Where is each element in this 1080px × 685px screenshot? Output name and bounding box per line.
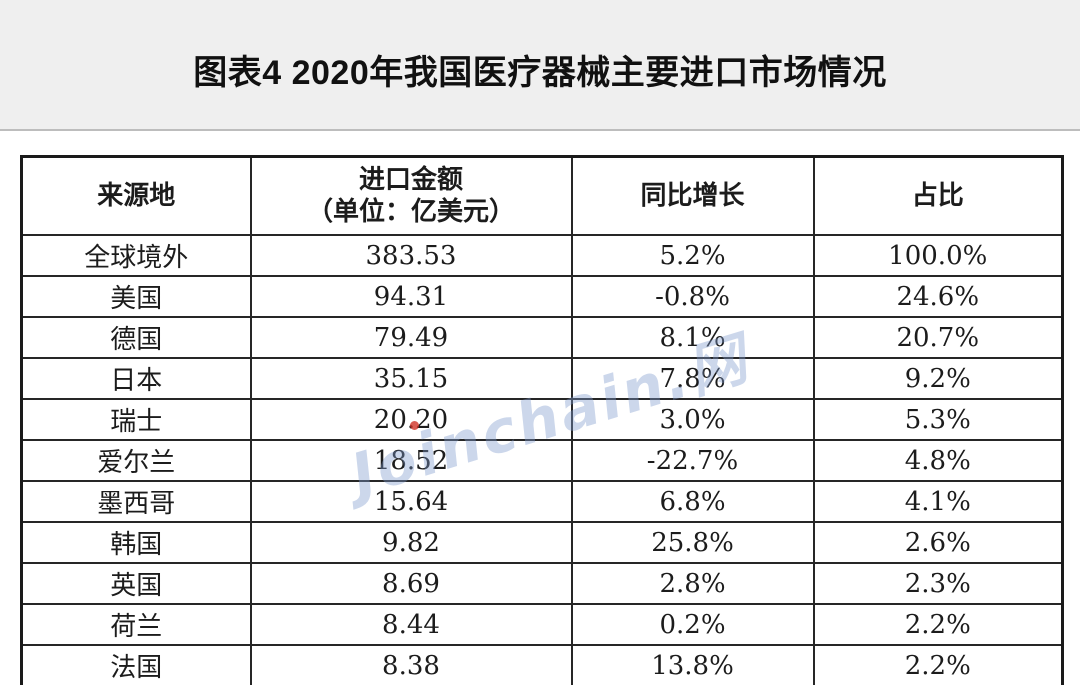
table-cell: 瑞士: [20, 398, 252, 441]
table-cell: -22.7%: [570, 439, 815, 482]
table-row: 日本 35.15 7.8% 9.2%: [20, 357, 1064, 400]
table-cell: 2.2%: [812, 603, 1064, 646]
table-cell: 8.38: [249, 644, 573, 685]
table-cell: 韩国: [20, 521, 252, 564]
table-cell: 3.0%: [570, 398, 815, 441]
table-cell: 法国: [20, 644, 252, 685]
table-row: 韩国 9.82 25.8% 2.6%: [20, 521, 1064, 564]
table-cell: 6.8%: [570, 480, 815, 523]
column-header-amount: 进口金额 （单位：亿美元）: [249, 155, 573, 236]
table-cell: 4.8%: [812, 439, 1064, 482]
table-row: 法国 8.38 13.8% 2.2%: [20, 644, 1064, 685]
table-cell: 7.8%: [570, 357, 815, 400]
table-row: 荷兰 8.44 0.2% 2.2%: [20, 603, 1064, 646]
table-cell: 35.15: [249, 357, 573, 400]
table-cell: 4.1%: [812, 480, 1064, 523]
table-row: 爱尔兰 18.52 -22.7% 4.8%: [20, 439, 1064, 482]
table-cell: -0.8%: [570, 275, 815, 318]
import-market-table-wrap: 来源地 进口金额 （单位：亿美元） 同比增长 占比 全球境外 383.53 5.2%…: [20, 155, 1064, 685]
table-cell: 9.2%: [812, 357, 1064, 400]
table-cell: 8.44: [249, 603, 573, 646]
table-cell: 英国: [20, 562, 252, 605]
table-row: 全球境外 383.53 5.2% 100.0%: [20, 234, 1064, 277]
table-cell: 24.6%: [812, 275, 1064, 318]
table-cell: 墨西哥: [20, 480, 252, 523]
table-cell: 0.2%: [570, 603, 815, 646]
title-band: 图表4 2020年我国医疗器械主要进口市场情况: [0, 0, 1080, 131]
table-cell: 94.31: [249, 275, 573, 318]
table-row: 瑞士 20.20 3.0% 5.3%: [20, 398, 1064, 441]
table-cell: 25.8%: [570, 521, 815, 564]
table-cell: 8.1%: [570, 316, 815, 359]
table-body: 全球境外 383.53 5.2% 100.0% 美国 94.31 -0.8% 24.6% 德国 7…: [20, 234, 1064, 685]
table-row: 墨西哥 15.64 6.8% 4.1%: [20, 480, 1064, 523]
table-cell: 2.3%: [812, 562, 1064, 605]
table-cell: 20.20: [249, 398, 573, 441]
table-cell: 15.64: [249, 480, 573, 523]
table-cell: 79.49: [249, 316, 573, 359]
column-header-share: 占比: [812, 155, 1064, 236]
table-cell: 20.7%: [812, 316, 1064, 359]
table-cell: 13.8%: [570, 644, 815, 685]
table-cell: 全球境外: [20, 234, 252, 277]
table-cell: 德国: [20, 316, 252, 359]
table-cell: 2.6%: [812, 521, 1064, 564]
table-cell: 爱尔兰: [20, 439, 252, 482]
table-cell: 2.2%: [812, 644, 1064, 685]
figure-title: 图表4 2020年我国医疗器械主要进口市场情况: [193, 54, 887, 92]
table-row: 德国 79.49 8.1% 20.7%: [20, 316, 1064, 359]
table-cell: 383.53: [249, 234, 573, 277]
table-cell: 荷兰: [20, 603, 252, 646]
column-header-amount-line1: 进口金额: [358, 164, 463, 195]
table-cell: 5.2%: [570, 234, 815, 277]
column-header-amount-line2: （单位：亿美元）: [306, 197, 515, 227]
table-row: 美国 94.31 -0.8% 24.6%: [20, 275, 1064, 318]
column-header-source: 来源地: [20, 155, 252, 236]
table-header: 来源地 进口金额 （单位：亿美元） 同比增长 占比: [20, 155, 1064, 236]
column-header-yoy: 同比增长: [570, 155, 815, 236]
table-cell: 美国: [20, 275, 252, 318]
table-cell: 100.0%: [812, 234, 1064, 277]
table-row: 英国 8.69 2.8% 2.3%: [20, 562, 1064, 605]
table-cell: 9.82: [249, 521, 573, 564]
table-cell: 日本: [20, 357, 252, 400]
table-cell: 18.52: [249, 439, 573, 482]
table-cell: 8.69: [249, 562, 573, 605]
table-cell: 5.3%: [812, 398, 1064, 441]
table-header-row: 来源地 进口金额 （单位：亿美元） 同比增长 占比: [20, 155, 1064, 236]
import-market-table: 来源地 进口金额 （单位：亿美元） 同比增长 占比 全球境外 383.53 5.2%…: [20, 155, 1064, 685]
table-cell: 2.8%: [570, 562, 815, 605]
